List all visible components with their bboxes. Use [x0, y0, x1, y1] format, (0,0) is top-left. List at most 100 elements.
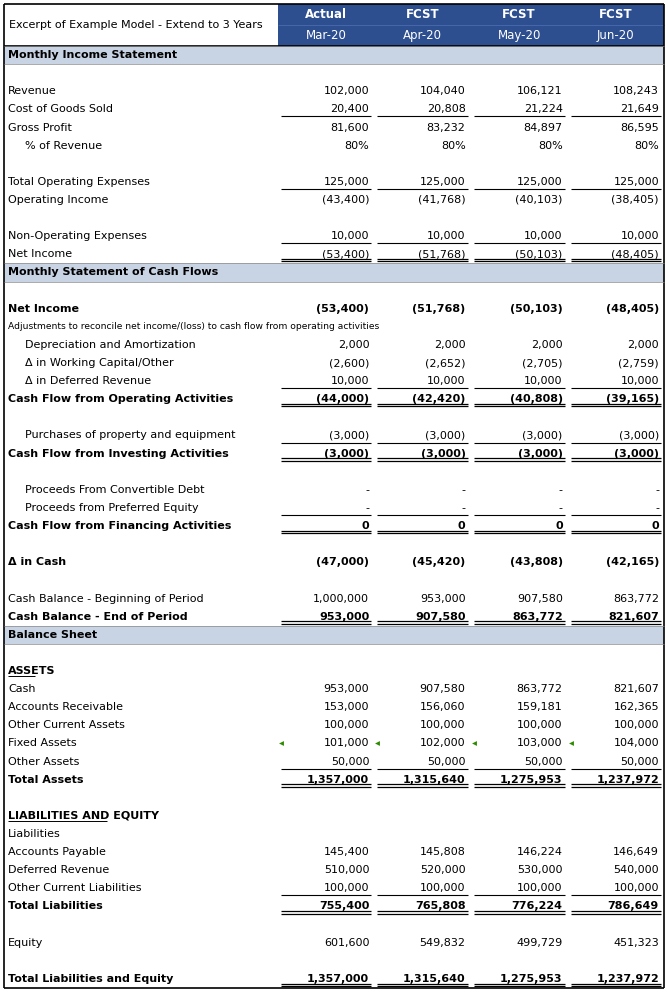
Bar: [4, 100, 664, 118]
Text: Adjustments to reconcile net income/(loss) to cash flow from operating activitie: Adjustments to reconcile net income/(los…: [8, 322, 379, 331]
Bar: [4, 716, 664, 734]
Text: Purchases of property and equipment: Purchases of property and equipment: [18, 431, 236, 440]
Text: 100,000: 100,000: [613, 883, 659, 894]
Bar: [4, 155, 664, 173]
Bar: [4, 554, 664, 571]
Bar: [4, 282, 664, 300]
Text: 765,808: 765,808: [415, 902, 466, 912]
Text: 104,040: 104,040: [420, 86, 466, 96]
Text: 100,000: 100,000: [324, 720, 369, 730]
Text: (41,768): (41,768): [418, 195, 466, 205]
Text: (3,000): (3,000): [324, 448, 369, 458]
Text: (53,400): (53,400): [317, 304, 369, 313]
Text: (43,808): (43,808): [510, 558, 562, 567]
Bar: [4, 898, 664, 916]
Bar: [4, 462, 664, 481]
Text: 101,000: 101,000: [324, 738, 369, 748]
Text: (3,000): (3,000): [421, 448, 466, 458]
Text: 2,000: 2,000: [531, 340, 562, 350]
Text: (3,000): (3,000): [522, 431, 562, 440]
Text: Total Assets: Total Assets: [8, 775, 84, 785]
Text: 499,729: 499,729: [516, 937, 562, 947]
Text: (51,768): (51,768): [412, 304, 466, 313]
Text: 1,357,000: 1,357,000: [307, 974, 369, 984]
Text: FCST: FCST: [405, 8, 440, 21]
Text: 102,000: 102,000: [420, 738, 466, 748]
Text: 1,315,640: 1,315,640: [403, 974, 466, 984]
Text: 80%: 80%: [345, 141, 369, 151]
Text: 156,060: 156,060: [420, 702, 466, 712]
Text: 10,000: 10,000: [427, 376, 466, 386]
Text: -: -: [365, 503, 369, 513]
Text: 80%: 80%: [441, 141, 466, 151]
Bar: [4, 46, 664, 64]
Text: 106,121: 106,121: [517, 86, 562, 96]
Bar: [4, 444, 664, 462]
Bar: [4, 409, 664, 427]
Text: 20,808: 20,808: [427, 104, 466, 114]
Bar: [4, 481, 664, 499]
Bar: [4, 698, 664, 716]
Text: Proceeds from Preferred Equity: Proceeds from Preferred Equity: [18, 503, 198, 513]
Text: 10,000: 10,000: [621, 376, 659, 386]
Bar: [4, 825, 664, 843]
Text: Revenue: Revenue: [8, 86, 57, 96]
Bar: [4, 970, 664, 988]
Text: (3,000): (3,000): [329, 431, 369, 440]
Bar: [4, 390, 664, 409]
Bar: [4, 372, 664, 390]
Text: Accounts Receivable: Accounts Receivable: [8, 702, 123, 712]
Bar: [4, 317, 664, 336]
Text: ASSETS: ASSETS: [8, 666, 55, 676]
Text: 81,600: 81,600: [331, 123, 369, 133]
Text: -: -: [462, 503, 466, 513]
Text: 80%: 80%: [634, 141, 659, 151]
Text: 907,580: 907,580: [517, 593, 562, 603]
Text: (51,768): (51,768): [418, 249, 466, 259]
Text: Operating Income: Operating Income: [8, 195, 108, 205]
Text: 125,000: 125,000: [517, 177, 562, 186]
Text: 1,357,000: 1,357,000: [307, 775, 369, 785]
Text: 0: 0: [555, 521, 562, 531]
Bar: [4, 499, 664, 517]
Text: Total Liabilities: Total Liabilities: [8, 902, 103, 912]
Text: 21,224: 21,224: [524, 104, 562, 114]
Text: 83,232: 83,232: [427, 123, 466, 133]
Text: (40,808): (40,808): [510, 394, 562, 405]
Text: Cash Flow from Investing Activities: Cash Flow from Investing Activities: [8, 448, 228, 458]
Text: Δ in Deferred Revenue: Δ in Deferred Revenue: [18, 376, 151, 386]
Bar: [4, 879, 664, 898]
Text: (3,000): (3,000): [619, 431, 659, 440]
Bar: [4, 336, 664, 354]
Text: Total Operating Expenses: Total Operating Expenses: [8, 177, 150, 186]
Text: 50,000: 50,000: [427, 757, 466, 767]
Text: Fixed Assets: Fixed Assets: [8, 738, 77, 748]
Text: 10,000: 10,000: [524, 231, 562, 241]
Bar: [4, 118, 664, 137]
Bar: [4, 626, 664, 644]
Text: 146,649: 146,649: [613, 847, 659, 857]
Text: Other Current Assets: Other Current Assets: [8, 720, 125, 730]
Text: Depreciation and Amortization: Depreciation and Amortization: [18, 340, 196, 350]
Text: Mar-20: Mar-20: [306, 29, 347, 42]
Text: % of Revenue: % of Revenue: [18, 141, 102, 151]
Text: 953,000: 953,000: [420, 593, 466, 603]
Text: 821,607: 821,607: [613, 684, 659, 694]
Text: (3,000): (3,000): [518, 448, 562, 458]
Text: 510,000: 510,000: [324, 865, 369, 875]
Bar: [4, 681, 664, 698]
Text: 125,000: 125,000: [613, 177, 659, 186]
Bar: [4, 4, 278, 46]
Text: 100,000: 100,000: [613, 720, 659, 730]
Text: Jun-20: Jun-20: [597, 29, 635, 42]
Text: (42,165): (42,165): [606, 558, 659, 567]
Text: Proceeds From Convertible Debt: Proceeds From Convertible Debt: [18, 485, 204, 495]
Bar: [4, 789, 664, 806]
Text: (40,103): (40,103): [515, 195, 562, 205]
Text: Cash Balance - Beginning of Period: Cash Balance - Beginning of Period: [8, 593, 204, 603]
Text: (43,400): (43,400): [322, 195, 369, 205]
Bar: [4, 607, 664, 626]
Text: 100,000: 100,000: [420, 720, 466, 730]
Text: Monthly Statement of Cash Flows: Monthly Statement of Cash Flows: [8, 268, 218, 278]
Text: 162,365: 162,365: [613, 702, 659, 712]
